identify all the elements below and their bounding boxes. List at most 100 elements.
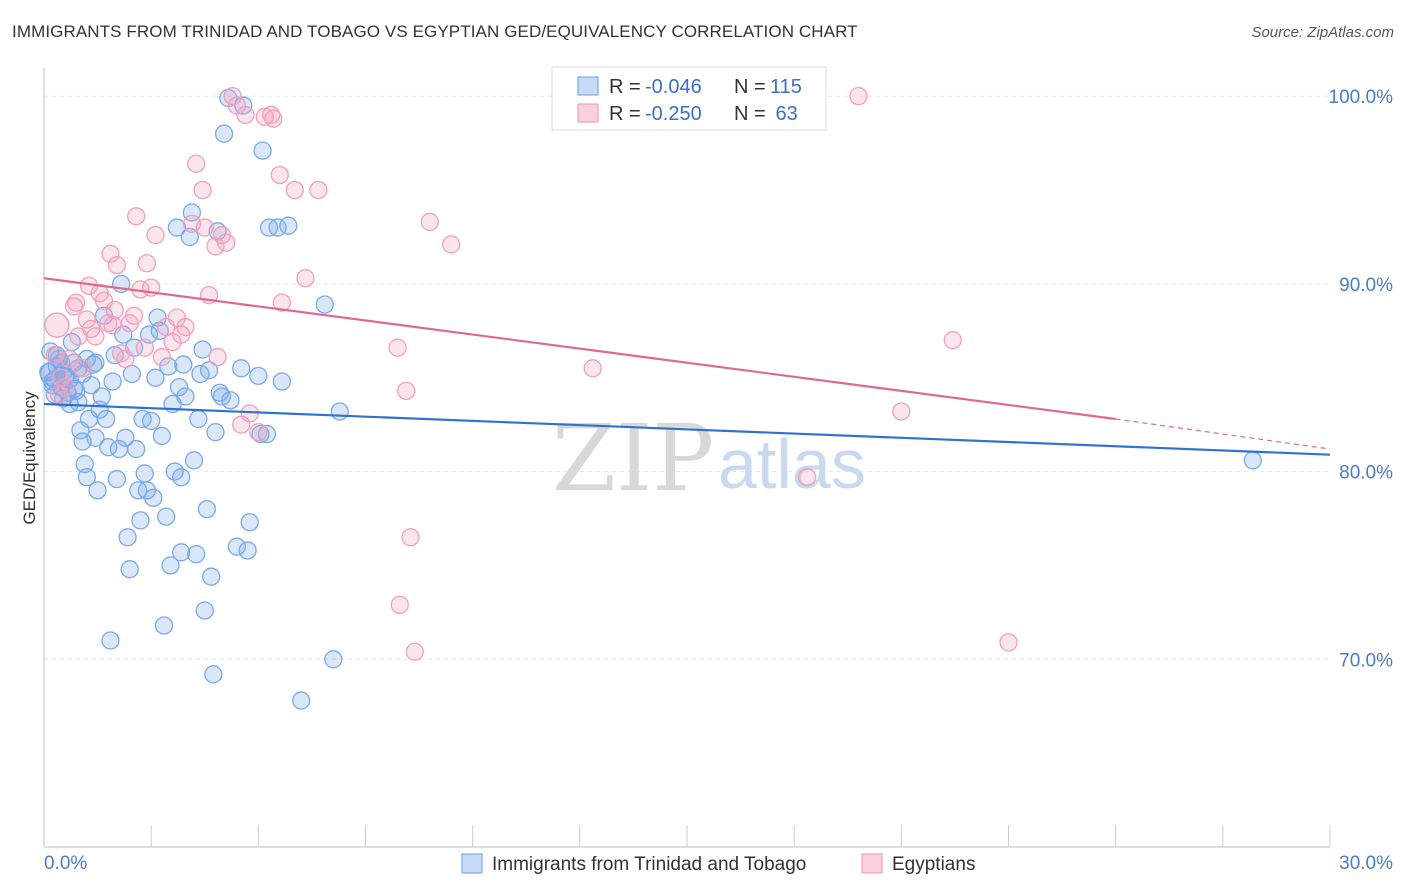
data-point xyxy=(146,368,165,387)
data-point xyxy=(174,355,193,374)
data-point xyxy=(397,381,416,401)
data-point xyxy=(105,300,124,320)
data-point xyxy=(137,254,157,273)
data-point xyxy=(122,364,142,384)
data-point xyxy=(189,409,208,429)
data-point xyxy=(388,338,407,357)
trend-line-0 xyxy=(43,402,1331,456)
data-point xyxy=(97,409,116,429)
x-tick-label-0: 0.0% xyxy=(44,853,87,874)
data-point xyxy=(270,165,289,185)
data-point xyxy=(184,451,204,470)
data-point xyxy=(272,372,292,391)
stats-legend-r-value-trinidad: -0.046 xyxy=(645,76,702,98)
data-point xyxy=(223,87,242,106)
data-point-large xyxy=(44,312,70,338)
data-point xyxy=(238,541,257,560)
data-point xyxy=(420,212,439,232)
stats-legend-swatch-trinidad xyxy=(577,76,599,96)
data-point xyxy=(232,359,251,378)
series-trinidad-points xyxy=(39,88,1262,710)
legend-swatch-egyptians xyxy=(861,853,883,874)
data-point xyxy=(206,237,225,256)
data-point xyxy=(296,269,315,288)
data-point xyxy=(172,468,191,487)
data-point xyxy=(309,180,328,200)
y-tick-label-2: 80.0% xyxy=(1339,463,1393,484)
data-point xyxy=(264,109,283,128)
data-point xyxy=(157,507,176,526)
chart-source: Source: ZipAtlas.com xyxy=(1251,24,1394,41)
data-point xyxy=(92,387,112,406)
stats-legend-r-label-egyptians: R = xyxy=(609,103,646,125)
data-point xyxy=(73,359,92,378)
stats-legend-r-value-egyptians: -0.250 xyxy=(645,103,702,125)
data-point xyxy=(169,377,189,397)
data-point xyxy=(272,293,292,312)
data-point xyxy=(131,511,150,530)
data-point xyxy=(135,464,154,483)
data-point xyxy=(120,560,139,579)
y-tick-label-3: 70.0% xyxy=(1339,650,1393,671)
stats-legend-n-value-trinidad: 115 xyxy=(770,76,802,98)
data-point xyxy=(324,650,343,669)
stats-legend-n-value-egyptians: 63 xyxy=(770,103,798,125)
data-point xyxy=(159,357,178,376)
data-point xyxy=(206,423,225,442)
watermark-atlas: atlas xyxy=(718,425,866,503)
data-point xyxy=(892,402,911,421)
data-point xyxy=(249,366,268,385)
data-point xyxy=(77,468,97,487)
data-point xyxy=(103,372,122,391)
x-tick-labels: 0.0% 30.0% xyxy=(44,853,1393,874)
data-point xyxy=(187,545,206,564)
data-point xyxy=(1243,451,1262,470)
data-point xyxy=(583,359,602,378)
x-tick-label-1: 30.0% xyxy=(1339,853,1393,874)
data-point xyxy=(86,327,105,346)
data-point xyxy=(285,180,304,200)
data-point xyxy=(227,537,247,556)
data-point xyxy=(154,616,174,635)
data-point xyxy=(442,235,461,254)
stats-legend: R = -0.046 N = 115 R = -0.250 N = 63 xyxy=(551,66,827,131)
data-point xyxy=(197,499,217,519)
data-point xyxy=(405,642,424,661)
data-point xyxy=(152,347,172,367)
data-point xyxy=(797,468,817,487)
data-point xyxy=(943,331,962,350)
data-point xyxy=(999,633,1018,652)
data-point xyxy=(146,225,165,245)
data-point xyxy=(279,216,298,235)
data-point xyxy=(161,556,180,575)
legend-swatch-trinidad xyxy=(461,853,483,874)
data-point xyxy=(142,411,161,431)
data-point xyxy=(199,361,219,380)
data-point xyxy=(77,310,97,329)
data-point xyxy=(195,218,214,237)
x-tick-marks xyxy=(43,825,1331,847)
data-point xyxy=(193,340,212,359)
data-point xyxy=(137,481,157,500)
data-point xyxy=(236,105,255,125)
data-point xyxy=(152,426,172,446)
y-tick-label-0: 100.0% xyxy=(1329,87,1394,108)
data-point xyxy=(56,377,75,397)
data-point xyxy=(144,488,163,508)
data-point xyxy=(330,402,349,421)
trend-line-extension-1 xyxy=(1115,418,1331,450)
data-point xyxy=(253,141,272,160)
data-point xyxy=(187,154,206,173)
data-point xyxy=(127,439,146,459)
y-tick-labels: 100.0% 90.0% 80.0% 70.0% xyxy=(1329,87,1394,671)
data-point xyxy=(101,631,120,650)
data-point xyxy=(167,218,187,237)
data-point xyxy=(49,385,69,404)
data-point xyxy=(208,347,227,367)
data-point xyxy=(127,207,146,226)
data-point xyxy=(116,349,135,369)
data-point-large xyxy=(39,361,66,387)
data-point xyxy=(214,124,234,143)
data-point xyxy=(390,595,409,615)
